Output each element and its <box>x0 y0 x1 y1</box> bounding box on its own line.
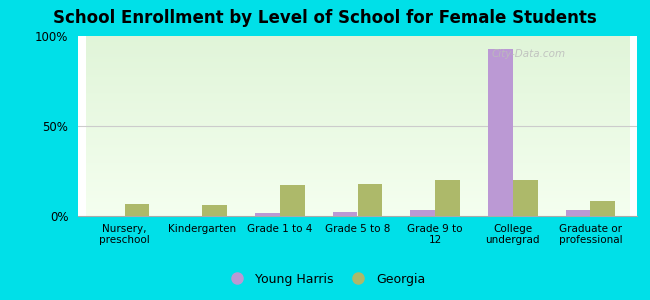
Bar <box>358 184 382 216</box>
Bar <box>280 185 305 216</box>
Bar <box>513 180 538 216</box>
Bar <box>410 210 435 216</box>
Bar <box>566 210 590 216</box>
Legend: Young Harris, Georgia: Young Harris, Georgia <box>220 268 430 291</box>
Text: School Enrollment by Level of School for Female Students: School Enrollment by Level of School for… <box>53 9 597 27</box>
Bar <box>333 212 358 216</box>
Bar <box>435 180 460 216</box>
Bar <box>202 205 227 216</box>
Bar <box>590 201 616 216</box>
Bar <box>125 204 150 216</box>
Bar <box>488 49 513 216</box>
Text: City-Data.com: City-Data.com <box>491 49 566 58</box>
Bar <box>255 213 280 216</box>
